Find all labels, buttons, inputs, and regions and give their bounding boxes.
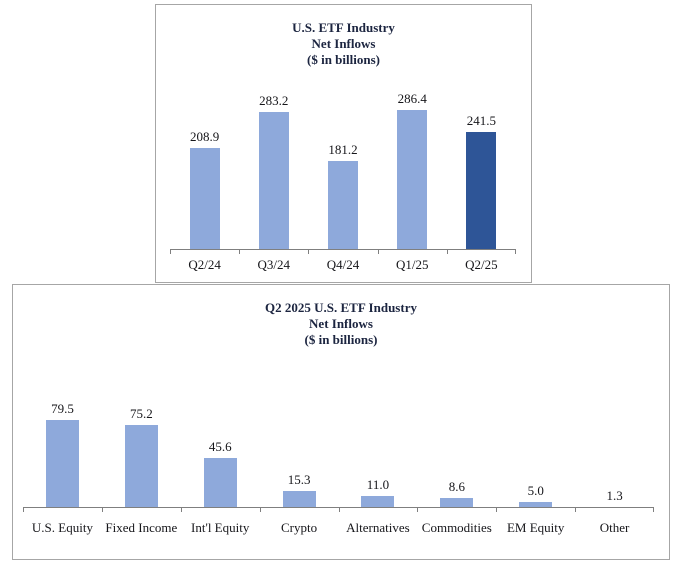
- category-axis-labels: Q2/24 Q3/24 Q4/24 Q1/25 Q2/25: [170, 257, 516, 273]
- data-label-u-s-equity: 79.5: [51, 401, 74, 416]
- bar-slot-int-l-equity: 45.6: [181, 348, 260, 508]
- category-label-em-equity: EM Equity: [506, 520, 565, 535]
- chart-title-line: ($ in billions): [307, 52, 380, 67]
- chart-title-line: U.S. ETF Industry: [292, 20, 395, 35]
- x-axis-line: [23, 507, 654, 508]
- chart-title: Q2 2025 U.S. ETF Industry Net Inflows ($…: [13, 285, 669, 348]
- category-label-q4-24: Q4/24: [326, 257, 360, 272]
- bar-slot-alternatives: 11.0: [339, 348, 418, 508]
- bar-slot-crypto: 15.3: [260, 348, 339, 508]
- data-label-q2-25: 241.5: [466, 112, 497, 128]
- bar-slot-q4-24: 181.2: [308, 80, 377, 250]
- data-label-em-equity: 5.0: [527, 483, 544, 499]
- bar-q2-25: [466, 131, 497, 250]
- axis-tick: [377, 250, 379, 254]
- axis-tick: [101, 508, 103, 512]
- bar-crypto: [282, 491, 316, 508]
- category-label-other: Other: [599, 520, 630, 535]
- axis-tick: [308, 250, 310, 254]
- category-label-alternatives: Alternatives: [346, 520, 410, 535]
- bar-slot-em-equity: 5.0: [496, 348, 575, 508]
- data-label-q3-24: 283.2: [259, 92, 289, 108]
- bar-slot-u-s-equity: 79.5: [23, 348, 102, 508]
- category-label-q2-24: Q2/24: [188, 257, 221, 272]
- category-label-q3-24: Q3/24: [257, 257, 291, 272]
- bar-u-s-equity: [45, 420, 79, 508]
- bar-q1-25: [397, 110, 428, 250]
- axis-tick: [496, 508, 498, 512]
- bar-fixed-income: [124, 424, 158, 508]
- axis-tick: [653, 508, 654, 512]
- data-label-commodities: 8.6: [448, 479, 465, 495]
- q2-2025-category-chart: Q2 2025 U.S. ETF Industry Net Inflows ($…: [12, 284, 670, 560]
- category-label-commodities: Commodities: [421, 520, 492, 535]
- data-label-crypto: 15.3: [287, 472, 311, 488]
- axis-tick: [575, 508, 577, 512]
- data-label-int-l-equity: 45.6: [208, 438, 232, 454]
- bar-slot-other: 1.3: [575, 348, 654, 508]
- bar-int-l-equity: [203, 457, 237, 508]
- data-label-q2-24: 208.9: [189, 128, 220, 144]
- axis-tick: [515, 250, 516, 254]
- category-label-fixed-income: Fixed Income: [105, 520, 178, 535]
- axis-tick: [417, 508, 419, 512]
- bar-q4-24: [328, 161, 358, 250]
- plot-area: 79.5 75.2 45.6 15.3 11.0 8.6 5.0 1.3: [23, 348, 654, 512]
- category-label-u-s-equity: U.S. Equity: [31, 520, 93, 535]
- axis-tick: [180, 508, 182, 512]
- axis-tick: [239, 250, 241, 254]
- axis-tick: [338, 508, 340, 512]
- bar-slot-fixed-income: 75.2: [102, 348, 181, 508]
- bar-slot-q3-24: 283.2: [239, 80, 308, 250]
- data-label-other: 1.3: [606, 487, 623, 503]
- axis-tick: [170, 250, 171, 254]
- category-axis-labels: U.S. Equity Fixed Income Int'l Equity Crypt…: [23, 520, 654, 536]
- bar-slot-q2-24: 208.9: [170, 80, 239, 250]
- category-label-crypto: Crypto: [281, 520, 318, 535]
- category-label-int-l-equity: Int'l Equity: [191, 520, 250, 535]
- bar-q2-24: [189, 147, 220, 250]
- bar-slot-commodities: 8.6: [417, 348, 496, 508]
- bar-alternatives: [361, 495, 395, 508]
- chart-title-line: Net Inflows: [311, 36, 376, 51]
- bar-commodities: [440, 498, 474, 508]
- x-axis-line: [170, 249, 516, 250]
- axis-tick: [259, 508, 261, 512]
- quarterly-net-inflows-chart: U.S. ETF Industry Net Inflows ($ in bill…: [155, 4, 532, 283]
- data-label-fixed-income: 75.2: [129, 405, 153, 421]
- chart-title-line: Net Inflows: [309, 316, 373, 331]
- axis-tick: [23, 508, 24, 512]
- plot-area: 208.9 283.2 181.2 286.4 241.5: [170, 80, 516, 254]
- bars-row: 208.9 283.2 181.2 286.4 241.5: [170, 80, 516, 250]
- category-label-q1-25: Q1/25: [395, 257, 429, 272]
- chart-title-line: ($ in billions): [304, 332, 378, 347]
- category-label-q2-25: Q2/25: [465, 257, 498, 272]
- bars-row: 79.5 75.2 45.6 15.3 11.0 8.6 5.0 1.3: [23, 348, 654, 508]
- data-label-q4-24: 181.2: [328, 142, 358, 158]
- bar-q3-24: [258, 111, 289, 250]
- data-label-alternatives: 11.0: [366, 476, 390, 492]
- bar-em-equity: [519, 502, 553, 508]
- chart-title-line: Q2 2025 U.S. ETF Industry: [265, 300, 417, 315]
- data-label-q1-25: 286.4: [397, 91, 427, 106]
- chart-title: U.S. ETF Industry Net Inflows ($ in bill…: [156, 5, 531, 68]
- bar-slot-q1-25: 286.4: [378, 80, 447, 250]
- bar-slot-q2-25: 241.5: [447, 80, 516, 250]
- axis-tick: [446, 250, 448, 254]
